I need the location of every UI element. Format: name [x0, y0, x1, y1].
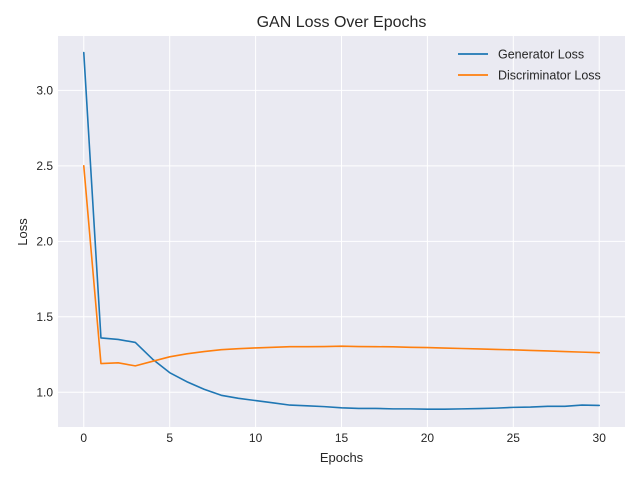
series-lines: [82, 51, 601, 410]
tick-labels: 0 5 10 15 20 25 30 1.0 1.5 2.0 2.5 3.0: [36, 83, 606, 445]
grid-lines: [58, 36, 625, 427]
y-axis-label: Loss: [15, 218, 30, 246]
y-tick-label: 2.5: [36, 159, 53, 173]
x-tick-label: 20: [421, 431, 435, 445]
x-tick-label: 25: [507, 431, 521, 445]
x-tick-label: 5: [166, 431, 173, 445]
y-tick-label: 3.0: [36, 83, 53, 97]
series-line-discriminator-loss: [82, 165, 601, 367]
x-tick-label: 15: [335, 431, 349, 445]
chart-title: GAN Loss Over Epochs: [257, 14, 427, 31]
x-tick-label: 30: [593, 431, 607, 445]
legend-label: Generator Loss: [498, 48, 584, 62]
legend-label: Discriminator Loss: [498, 69, 601, 83]
x-axis-label: Epochs: [320, 450, 364, 465]
x-tick-label: 10: [249, 431, 263, 445]
y-tick-label: 2.0: [36, 234, 53, 248]
x-tick-label: 0: [80, 431, 87, 445]
legend: Generator Loss Discriminator Loss: [458, 48, 601, 83]
y-tick-label: 1.0: [36, 385, 53, 399]
series-line-generator-loss: [82, 51, 601, 410]
y-tick-label: 1.5: [36, 310, 53, 324]
